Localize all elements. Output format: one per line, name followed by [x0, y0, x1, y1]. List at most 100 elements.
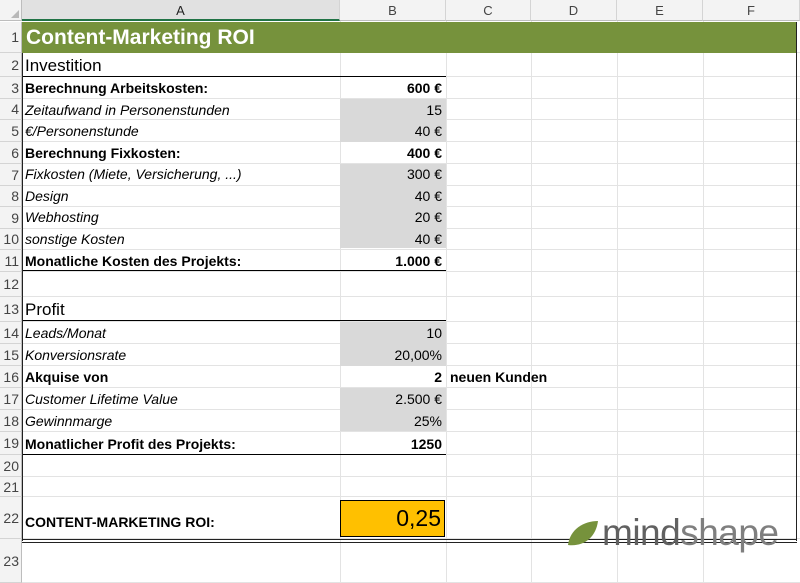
- grid-line: [22, 296, 800, 297]
- fixkosten-detail-value[interactable]: 300 €: [406, 166, 442, 182]
- design-value[interactable]: 40 €: [414, 188, 442, 204]
- monatliche-kosten-value[interactable]: 1.000 €: [395, 253, 442, 269]
- monatlicher-profit-label[interactable]: Monatlicher Profit des Projekts:: [25, 436, 236, 452]
- zeitaufwand-label[interactable]: Zeitaufwand in Personenstunden: [25, 102, 230, 118]
- grid-line: [22, 538, 800, 539]
- row-header-17[interactable]: 17: [0, 388, 22, 410]
- input-shade: [340, 164, 446, 248]
- row-header-23[interactable]: 23: [0, 539, 22, 583]
- brand-logo-shape: shape: [680, 512, 779, 553]
- clv-value[interactable]: 2.500 €: [395, 391, 442, 407]
- brand-logo: mindshape: [602, 513, 779, 553]
- grid-line: [22, 387, 800, 388]
- column-header-f[interactable]: F: [703, 0, 800, 21]
- row-header-15[interactable]: 15: [0, 344, 22, 366]
- grid-line: [22, 163, 800, 164]
- zeitaufwand-value[interactable]: 15: [426, 102, 442, 118]
- fixkosten-detail-label[interactable]: Fixkosten (Miete, Versicherung, ...): [25, 166, 242, 182]
- row-header-18[interactable]: 18: [0, 410, 22, 432]
- grid-line: [617, 21, 618, 583]
- fixkosten-label[interactable]: Berechnung Fixkosten:: [25, 145, 181, 161]
- fixkosten-value[interactable]: 400 €: [406, 145, 442, 161]
- row-header-10[interactable]: 10: [0, 229, 22, 250]
- grid-line: [22, 476, 800, 477]
- row-header-2[interactable]: 2: [0, 53, 22, 77]
- akquise-suffix[interactable]: neuen Kunden: [450, 369, 548, 385]
- row-header-19[interactable]: 19: [0, 432, 22, 455]
- akquise-value[interactable]: 2: [434, 369, 442, 385]
- marge-label[interactable]: Gewinnmarge: [25, 413, 113, 429]
- monatliche-kosten-label[interactable]: Monatliche Kosten des Projekts:: [25, 253, 242, 269]
- brand-logo-mind: mind: [602, 512, 681, 553]
- leads-label[interactable]: Leads/Monat: [25, 325, 106, 341]
- personenstunde-value[interactable]: 40 €: [414, 123, 442, 139]
- konversion-label[interactable]: Konversionsrate: [25, 347, 127, 363]
- grid-line: [531, 21, 532, 583]
- roi-cell[interactable]: [340, 500, 445, 537]
- table-border: [22, 53, 23, 541]
- column-header-b[interactable]: B: [340, 0, 446, 21]
- design-label[interactable]: Design: [25, 188, 69, 204]
- column-header-d[interactable]: D: [531, 0, 617, 21]
- grid-line: [22, 249, 800, 250]
- grid-line: [446, 21, 447, 583]
- row-header-1[interactable]: 1: [0, 22, 22, 53]
- arbeitskosten-label[interactable]: Berechnung Arbeitskosten:: [25, 80, 209, 96]
- webhosting-label[interactable]: Webhosting: [25, 209, 99, 225]
- akquise-label[interactable]: Akquise von: [25, 369, 109, 385]
- row-header-22[interactable]: 22: [0, 497, 22, 539]
- row-header-3[interactable]: 3: [0, 77, 22, 99]
- leaf-logo-icon: [568, 521, 598, 546]
- input-shade: [340, 99, 446, 142]
- row-header-7[interactable]: 7: [0, 164, 22, 186]
- column-header-e[interactable]: E: [617, 0, 703, 21]
- arbeitskosten-value[interactable]: 600 €: [406, 80, 442, 96]
- row-header-6[interactable]: 6: [0, 142, 22, 164]
- webhosting-value[interactable]: 20 €: [414, 209, 442, 225]
- grid-line: [22, 321, 800, 322]
- row-header-8[interactable]: 8: [0, 186, 22, 207]
- grid-line: [22, 496, 800, 497]
- profit-heading[interactable]: Profit: [25, 300, 65, 319]
- row-header-4[interactable]: 4: [0, 99, 22, 120]
- grid-line: [22, 98, 800, 99]
- clv-label[interactable]: Customer Lifetime Value: [25, 391, 178, 407]
- total-underline: [22, 454, 446, 455]
- table-border: [22, 542, 797, 543]
- grid-line: [340, 21, 341, 583]
- column-header-a[interactable]: A: [22, 0, 340, 21]
- row-header-11[interactable]: 11: [0, 250, 22, 272]
- section-underline: [22, 320, 446, 321]
- section-underline: [22, 76, 446, 77]
- marge-value[interactable]: 25%: [413, 413, 442, 429]
- row-header-20[interactable]: 20: [0, 455, 22, 477]
- leads-value[interactable]: 10: [426, 325, 442, 341]
- column-header-c[interactable]: C: [446, 0, 531, 21]
- row-header-21[interactable]: 21: [0, 477, 22, 497]
- row-header-16[interactable]: 16: [0, 366, 22, 388]
- table-border: [796, 22, 797, 541]
- roi-value[interactable]: 0,25: [396, 505, 441, 531]
- row-header-9[interactable]: 9: [0, 207, 22, 229]
- konversion-value[interactable]: 20,00%: [394, 347, 442, 363]
- investition-heading[interactable]: Investition: [25, 56, 102, 75]
- sonstige-label[interactable]: sonstige Kosten: [25, 231, 125, 247]
- roi-label[interactable]: CONTENT-MARKETING ROI:: [25, 514, 215, 530]
- sheet-title: Content-Marketing ROI: [26, 26, 255, 49]
- row-header-14[interactable]: 14: [0, 322, 22, 344]
- select-all-corner[interactable]: [0, 0, 22, 21]
- row-header-12[interactable]: 12: [0, 272, 22, 297]
- personenstunde-label[interactable]: €/Personenstunde: [25, 123, 139, 139]
- row-header-5[interactable]: 5: [0, 120, 22, 142]
- grid-line: [703, 21, 704, 583]
- input-shade: [340, 388, 446, 431]
- input-shade: [340, 322, 446, 366]
- table-border: [22, 539, 797, 540]
- grid-line: [22, 431, 800, 432]
- row-header-13[interactable]: 13: [0, 297, 22, 322]
- grid-line: [22, 271, 800, 272]
- title-bar: [22, 22, 797, 53]
- monatlicher-profit-value[interactable]: 1250: [410, 436, 442, 452]
- sonstige-value[interactable]: 40 €: [414, 231, 442, 247]
